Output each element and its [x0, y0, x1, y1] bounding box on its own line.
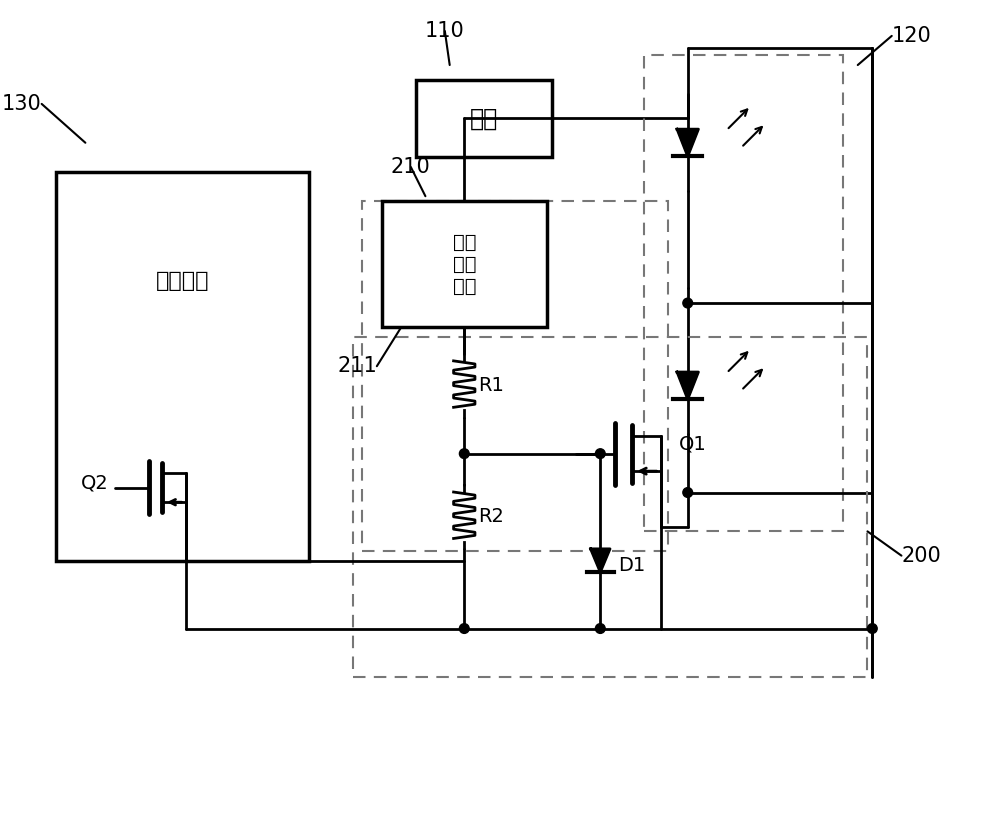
Bar	[362, 201, 668, 551]
Circle shape	[459, 623, 469, 633]
Text: 211: 211	[337, 356, 377, 377]
Text: Q2: Q2	[81, 474, 109, 492]
Text: 210: 210	[391, 157, 431, 177]
Circle shape	[459, 449, 469, 459]
Circle shape	[683, 487, 693, 497]
Bar	[56, 172, 309, 561]
Text: 200: 200	[901, 546, 941, 566]
Text: R2: R2	[479, 507, 504, 526]
Text: R1: R1	[479, 377, 504, 395]
Text: 驱动芯片: 驱动芯片	[156, 271, 209, 291]
Bar	[644, 55, 843, 531]
Text: 110: 110	[425, 21, 465, 41]
Circle shape	[683, 298, 693, 308]
Polygon shape	[677, 372, 698, 399]
Bar	[382, 201, 547, 328]
Text: 120: 120	[892, 26, 931, 46]
Text: 电源: 电源	[470, 107, 498, 130]
Circle shape	[595, 623, 605, 633]
Bar	[353, 337, 867, 677]
Text: 第一
保护
电源: 第一 保护 电源	[453, 233, 476, 296]
Circle shape	[595, 449, 605, 459]
Polygon shape	[591, 548, 610, 572]
Polygon shape	[677, 129, 698, 156]
Text: Q1: Q1	[679, 434, 706, 453]
Circle shape	[867, 623, 877, 633]
Text: D1: D1	[618, 556, 645, 575]
Text: 130: 130	[2, 94, 42, 114]
Bar	[416, 80, 552, 157]
